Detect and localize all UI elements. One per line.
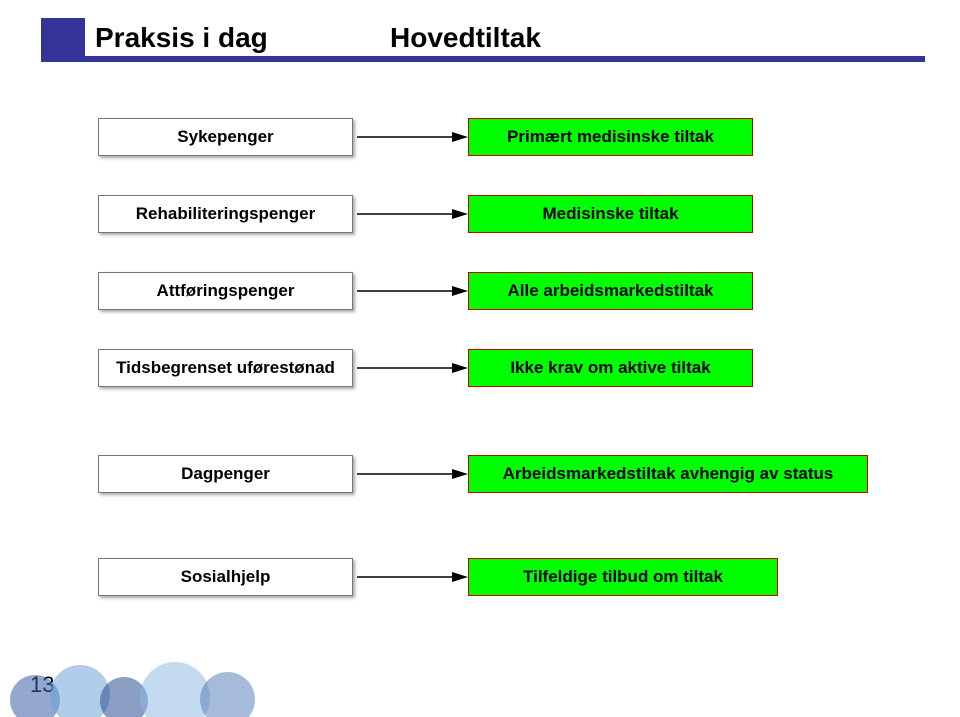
arrow-r2	[357, 204, 468, 224]
box-tidsbegrenset-uforestonad: Tidsbegrenset uførestønad	[98, 349, 353, 387]
box-ikke-krav-aktive-tiltak: Ikke krav om aktive tiltak	[468, 349, 753, 387]
box-dagpenger: Dagpenger	[98, 455, 353, 493]
box-medisinske-tiltak: Medisinske tiltak	[468, 195, 753, 233]
arrow-r1	[357, 127, 468, 147]
box-sykepenger: Sykepenger	[98, 118, 353, 156]
arrow-r5	[357, 464, 468, 484]
footer-decorative-image	[0, 657, 275, 717]
arrow-r3	[357, 281, 468, 301]
header-accent-line	[85, 56, 925, 62]
box-attforingspenger: Attføringspenger	[98, 272, 353, 310]
box-arbeidsmarkedstiltak-avhengig-status: Arbeidsmarkedstiltak avhengig av status	[468, 455, 868, 493]
arrow-r6	[357, 567, 468, 587]
heading-praksis-i-dag: Praksis i dag	[95, 22, 268, 54]
footer-blob-5	[200, 672, 255, 717]
box-primaert-medisinske-tiltak: Primært medisinske tiltak	[468, 118, 753, 156]
heading-hovedtiltak: Hovedtiltak	[390, 22, 541, 54]
box-rehabiliteringspenger: Rehabiliteringspenger	[98, 195, 353, 233]
arrow-r4	[357, 358, 468, 378]
header-accent-square	[41, 18, 85, 62]
box-sosialhjelp: Sosialhjelp	[98, 558, 353, 596]
box-alle-arbeidsmarkedstiltak: Alle arbeidsmarkedstiltak	[468, 272, 753, 310]
box-tilfeldige-tilbud-tiltak: Tilfeldige tilbud om tiltak	[468, 558, 778, 596]
footer-blob-4	[140, 662, 210, 717]
